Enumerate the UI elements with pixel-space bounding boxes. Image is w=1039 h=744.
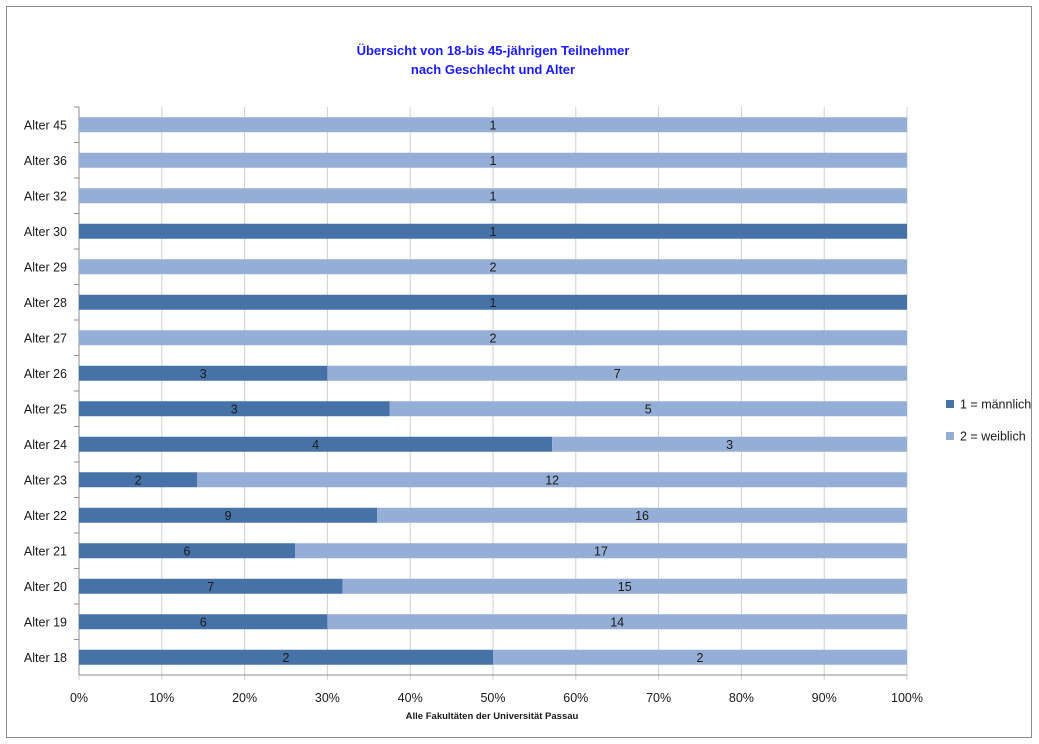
- category-label: Alter 36: [24, 154, 67, 168]
- category-label: Alter 25: [24, 402, 67, 416]
- bar-segment-series-2: [79, 330, 907, 346]
- x-tick-label: 70%: [646, 691, 671, 705]
- bar-segment-series-2: [389, 401, 907, 417]
- data-label: 1: [490, 189, 497, 203]
- category-label: Alter 22: [24, 509, 67, 523]
- data-label: 3: [231, 402, 238, 416]
- data-label: 15: [618, 580, 632, 594]
- bar-segment-series-2: [493, 649, 907, 665]
- bar-segment-series-1: [79, 223, 907, 239]
- category-label: Alter 29: [24, 260, 67, 274]
- bar-segment-series-2: [197, 472, 908, 488]
- category-label: Alter 45: [24, 118, 67, 132]
- x-tick-label: 100%: [891, 691, 923, 705]
- chart-frame: Übersicht von 18-bis 45-jährigen Teilneh…: [6, 6, 1032, 738]
- legend-swatch: [946, 400, 954, 408]
- stacked-bar-chart: Übersicht von 18-bis 45-jährigen Teilneh…: [24, 43, 1031, 722]
- data-label: 16: [635, 509, 649, 523]
- bar-segment-series-2: [377, 507, 908, 523]
- bar-segment-series-1: [79, 649, 493, 665]
- data-label: 9: [225, 509, 232, 523]
- chart-title-line-1: Übersicht von 18-bis 45-jährigen Teilneh…: [357, 43, 630, 58]
- bar-segment-series-2: [295, 543, 907, 559]
- category-label: Alter 27: [24, 331, 67, 345]
- data-label: 5: [645, 402, 652, 416]
- data-label: 1: [490, 225, 497, 239]
- bars: [79, 117, 908, 665]
- data-label: 7: [207, 580, 214, 594]
- x-tick-label: 30%: [315, 691, 340, 705]
- bar-segment-series-2: [79, 152, 907, 168]
- bar-segment-series-1: [79, 365, 328, 381]
- bar-segment-series-1: [79, 294, 907, 310]
- data-label: 7: [614, 367, 621, 381]
- bar-segment-series-2: [342, 578, 907, 594]
- bar-segment-series-2: [327, 614, 907, 630]
- bar-segment-series-1: [79, 472, 198, 488]
- data-label: 12: [545, 473, 559, 487]
- bar-segment-series-1: [79, 614, 328, 630]
- chart-title-line-2: nach Geschlecht und Alter: [411, 62, 575, 77]
- legend-label: 2 = weiblich: [960, 430, 1026, 444]
- category-label: Alter 21: [24, 544, 67, 558]
- bar-segment-series-2: [79, 259, 907, 275]
- data-label: 2: [490, 260, 497, 274]
- data-label: 2: [283, 651, 290, 665]
- x-tick-label: 10%: [149, 691, 174, 705]
- category-label: Alter 28: [24, 296, 67, 310]
- data-label: 6: [200, 615, 207, 629]
- legend-swatch: [946, 432, 954, 440]
- x-tick-label: 80%: [729, 691, 754, 705]
- value-axis: 0% 10% 20% 30% 40% 50% 60% 70% 80% 90% 100%: [70, 691, 923, 705]
- data-label: 1: [490, 154, 497, 168]
- category-label: Alter 30: [24, 225, 67, 239]
- legend: 1 = männlich 2 = weiblich: [946, 398, 1031, 444]
- bar-segment-series-2: [79, 117, 907, 133]
- bar-segment-series-2: [552, 436, 907, 452]
- category-label: Alter 20: [24, 580, 67, 594]
- bar-segment-series-1: [79, 507, 378, 523]
- category-label: Alter 19: [24, 615, 67, 629]
- data-label: 4: [312, 438, 319, 452]
- x-tick-label: 60%: [563, 691, 588, 705]
- data-label: 17: [594, 544, 608, 558]
- data-label: 6: [184, 544, 191, 558]
- data-label: 1: [490, 296, 497, 310]
- x-tick-label: 40%: [398, 691, 423, 705]
- x-axis-label: Alle Fakultäten der Universität Passau: [406, 711, 579, 722]
- data-label: 2: [135, 473, 142, 487]
- data-label: 2: [490, 331, 497, 345]
- data-label: 3: [200, 367, 207, 381]
- bar-segment-series-2: [327, 365, 907, 381]
- category-label: Alter 32: [24, 189, 67, 203]
- bar-segment-series-1: [79, 543, 295, 559]
- data-label: 14: [610, 615, 624, 629]
- category-label: Alter 23: [24, 473, 67, 487]
- data-label: 3: [726, 438, 733, 452]
- bar-segment-series-1: [79, 436, 553, 452]
- category-axis: Alter 18 Alter 19 Alter 20 Alter 21 Alter 22…: [24, 106, 79, 665]
- bar-segment-series-2: [79, 188, 907, 204]
- bar-segment-series-1: [79, 578, 343, 594]
- x-tick-label: 90%: [812, 691, 837, 705]
- category-label: Alter 18: [24, 651, 67, 665]
- legend-label: 1 = männlich: [960, 398, 1031, 412]
- bar-segment-series-1: [79, 401, 390, 417]
- x-tick-label: 0%: [70, 691, 88, 705]
- data-label: 1: [490, 118, 497, 132]
- category-label: Alter 24: [24, 438, 67, 452]
- data-label: 2: [697, 651, 704, 665]
- x-tick-label: 20%: [232, 691, 257, 705]
- x-tick-label: 50%: [480, 691, 505, 705]
- category-label: Alter 26: [24, 367, 67, 381]
